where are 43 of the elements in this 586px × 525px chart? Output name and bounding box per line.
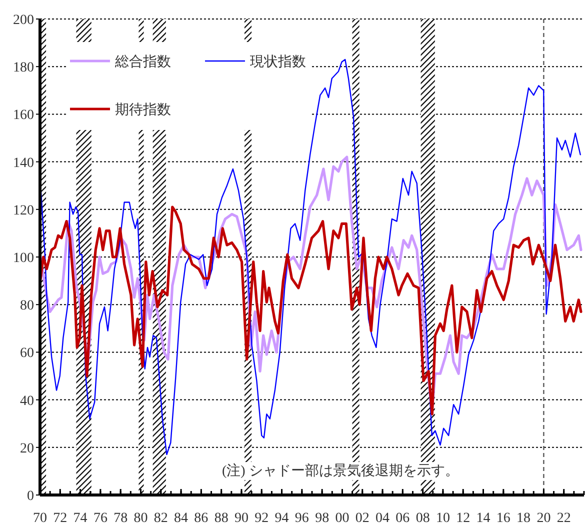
x-tick-label: 02	[355, 511, 370, 525]
x-tick-label: 12	[456, 511, 470, 525]
x-tick-label: 16	[496, 511, 510, 525]
x-tick-label: 00	[335, 511, 350, 525]
x-tick-label: 70	[33, 511, 47, 525]
x-tick-label: 14	[476, 511, 490, 525]
x-tick-label: 10	[436, 511, 450, 525]
x-tick-label: 78	[114, 511, 128, 525]
y-tick-label: 120	[13, 203, 34, 218]
y-tick-label: 20	[20, 441, 34, 456]
legend-label: 期待指数	[115, 102, 171, 118]
legend-label: 総合指数	[114, 54, 171, 70]
x-tick-label: 94	[274, 511, 289, 525]
x-tick-label: 90	[234, 511, 248, 525]
x-tick-label: 76	[93, 511, 108, 525]
legend-label: 現状指数	[250, 54, 306, 70]
x-tick-label: 98	[315, 511, 330, 525]
y-tick-label: 200	[13, 13, 34, 28]
y-tick-label: 80	[20, 298, 34, 314]
x-tick-label: 08	[416, 511, 430, 525]
x-tick-label: 88	[214, 511, 228, 525]
x-tick-label: 74	[73, 511, 88, 525]
y-tick-label: 40	[20, 394, 34, 409]
y-tick-label: 60	[20, 346, 34, 362]
x-tick-label: 06	[396, 511, 410, 525]
x-tick-label: 96	[294, 511, 309, 525]
y-tick-label: 160	[13, 108, 34, 124]
x-tick-label: 86	[194, 511, 208, 525]
x-tick-label: 80	[134, 511, 148, 525]
y-tick-label: 140	[13, 156, 34, 171]
x-tick-label: 72	[53, 511, 68, 525]
line-series	[38, 206, 582, 416]
x-tick-label: 20	[536, 511, 551, 525]
y-tick-label: 0	[27, 489, 34, 504]
x-tick-label: 84	[174, 511, 188, 525]
x-tick-label: 82	[154, 511, 168, 525]
x-tick-label: 18	[516, 511, 531, 525]
y-tick-label: 180	[13, 60, 34, 76]
annotation: (注) シャドー部は景気後退期を示す。	[222, 463, 459, 479]
x-tick-label: 04	[376, 511, 390, 525]
x-tick-label: 92	[254, 511, 269, 525]
y-tick-label: 100	[13, 251, 34, 266]
x-tick-label: 22	[556, 511, 571, 525]
